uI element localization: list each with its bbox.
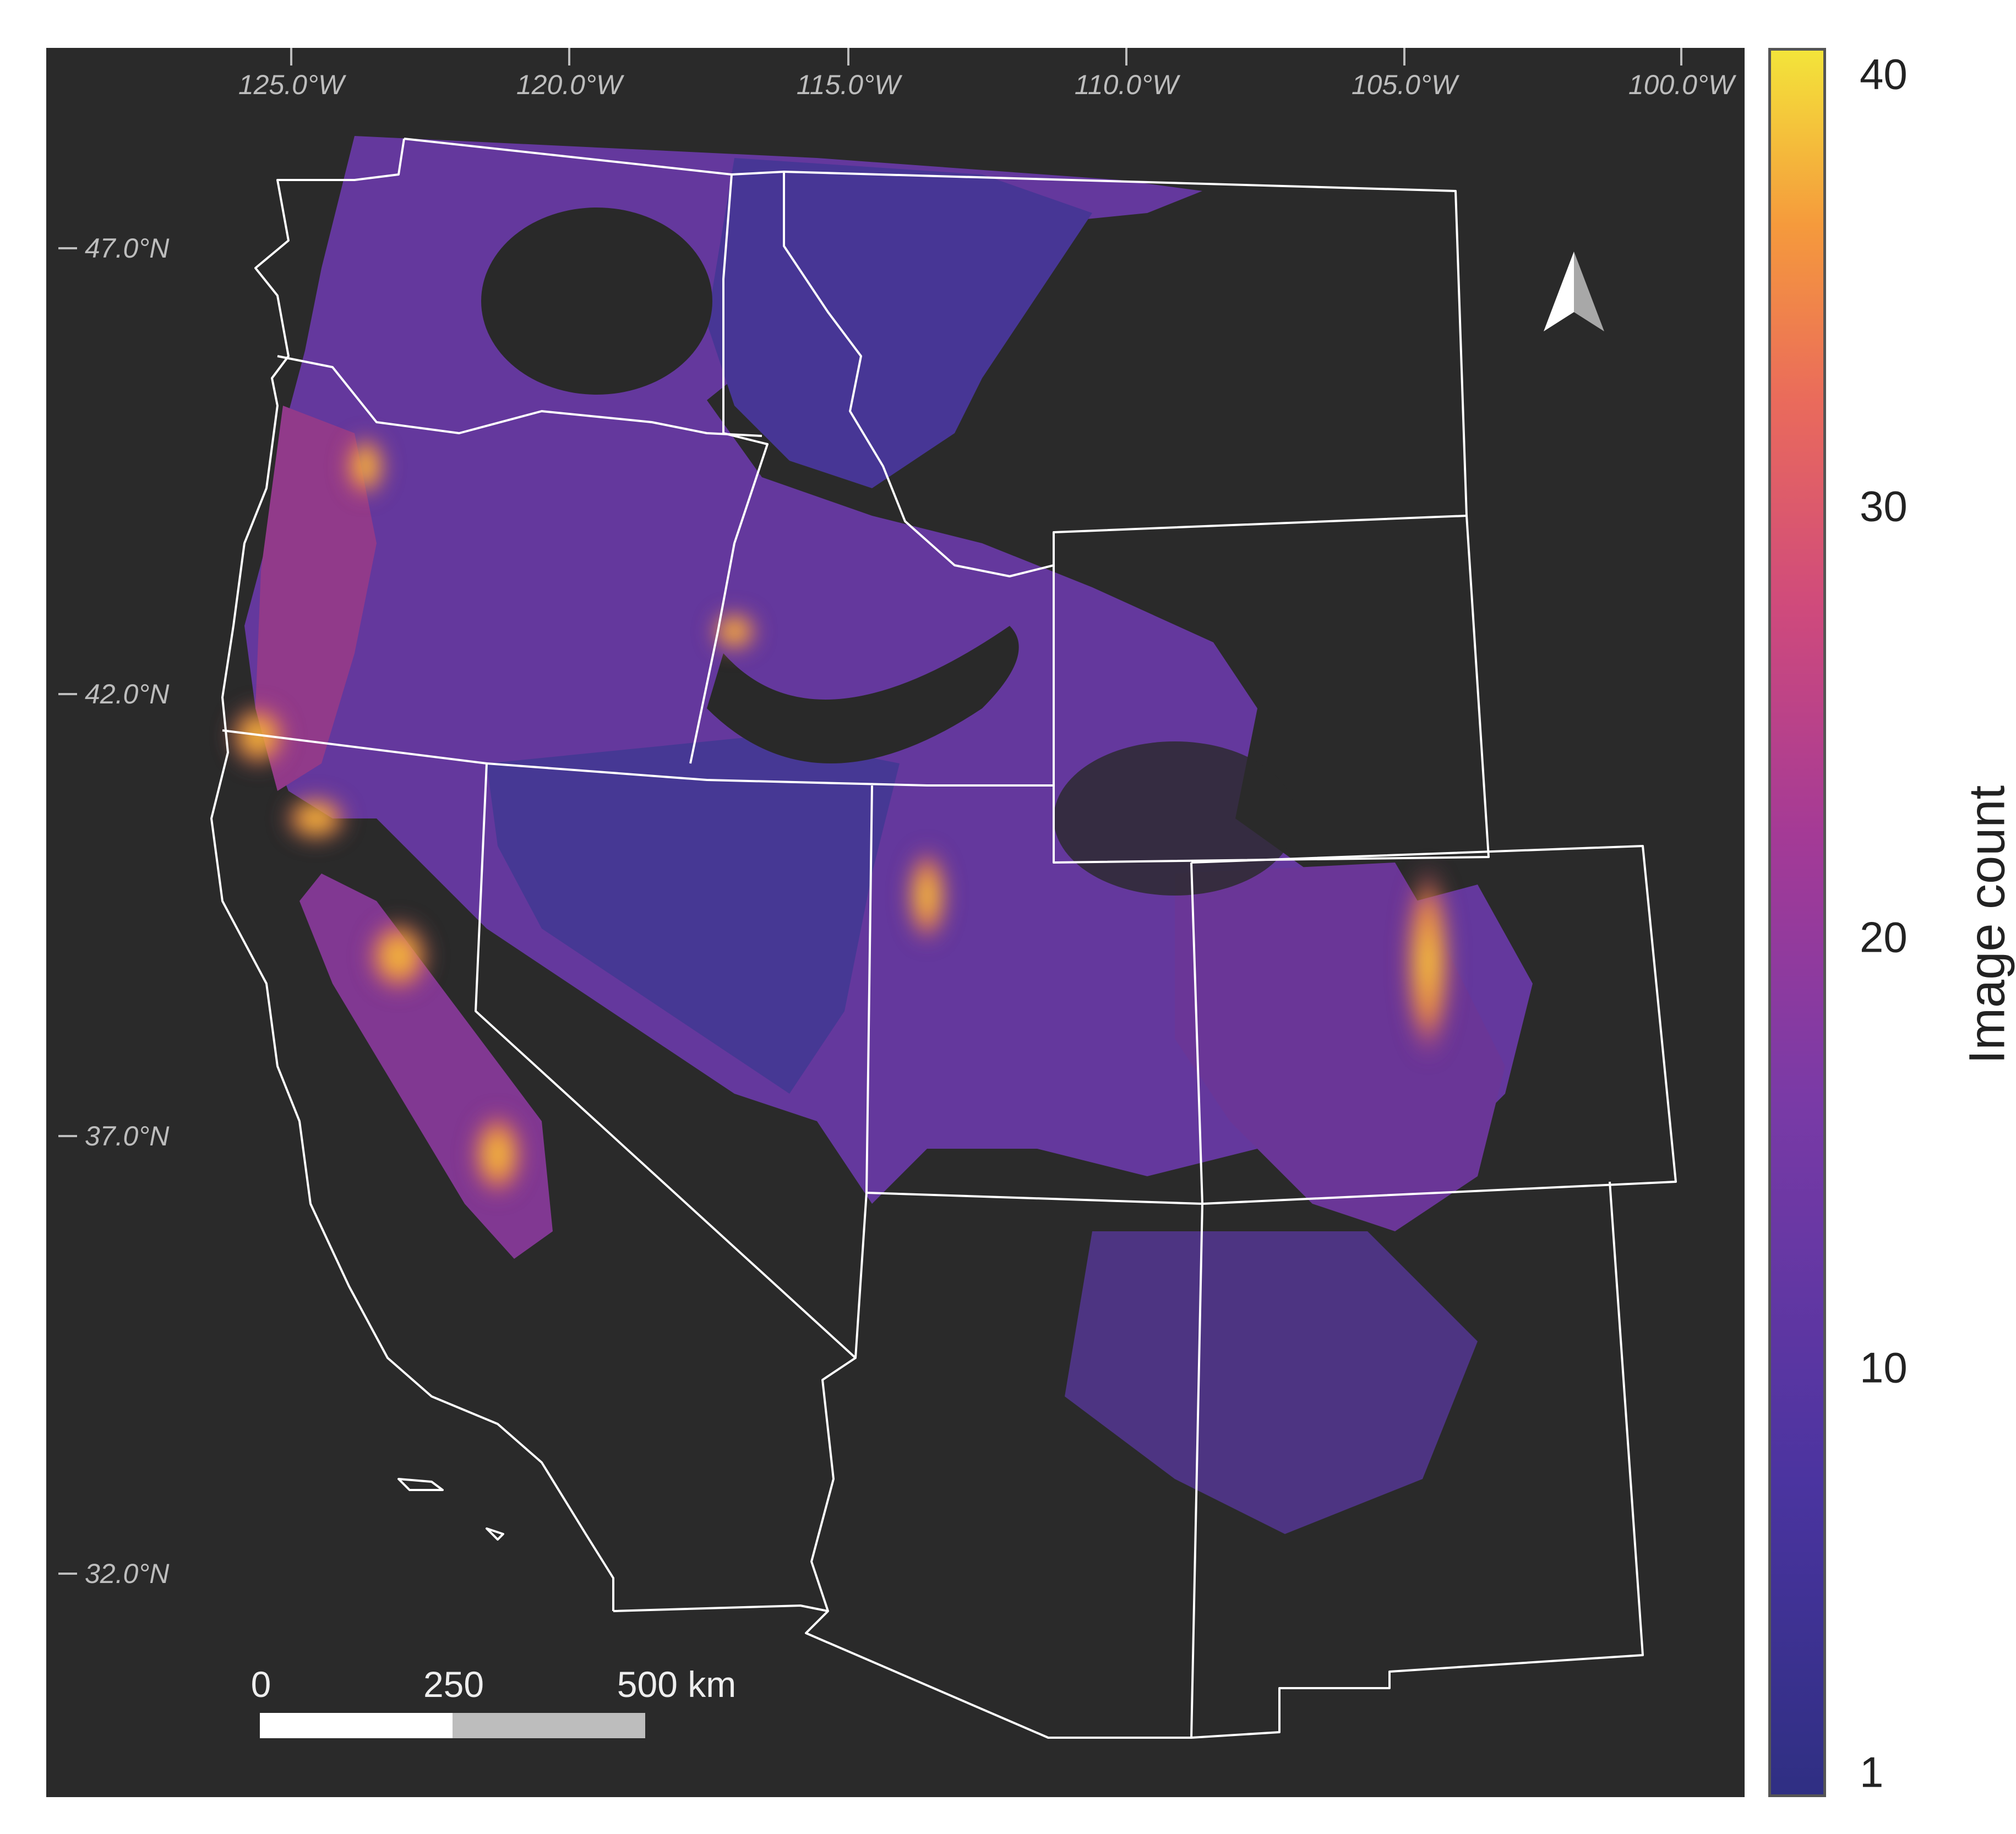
scale-bar [260, 1713, 645, 1738]
map-panel: 125.0°W 120.0°W 115.0°W 110.0°W 105.0°W … [46, 48, 1745, 1797]
new-mexico-border [1191, 1181, 1644, 1739]
nevada-border [475, 763, 868, 1359]
map-canvas [210, 136, 1677, 1739]
coverage-great-basin [487, 736, 900, 1094]
lon-tick [568, 48, 570, 66]
channel-islands [397, 1478, 444, 1491]
colorado-border [1190, 845, 1677, 1205]
colorbar [1768, 48, 1826, 1797]
colorbar-tick: 40 [1860, 50, 1908, 99]
hotspot [283, 794, 349, 843]
hotspot [1403, 863, 1453, 1061]
state-boundaries [210, 138, 1677, 1739]
scale-label: 250 [423, 1664, 484, 1705]
longitude-label: 105.0°W [1351, 69, 1458, 100]
gap-snake-river-plain [707, 626, 1019, 763]
gap-columbia-plateau [481, 208, 712, 395]
lon-tick [1680, 48, 1682, 66]
colorbar-tick: 20 [1860, 913, 1908, 962]
image-count-raster [244, 136, 1533, 1534]
coverage-oregon-cascades [255, 406, 377, 791]
lat-tick [58, 247, 77, 249]
colorbar-tick: 30 [1860, 482, 1908, 531]
lon-tick [290, 48, 292, 66]
scale-label: 500 km [617, 1664, 737, 1705]
northern-border [404, 138, 1468, 516]
latitude-label: 32.0°N [85, 1558, 170, 1589]
north-arrow-icon [1544, 252, 1604, 331]
hotspots [228, 433, 1453, 1198]
scale-label: 0 [250, 1664, 271, 1705]
latitude-42-border [222, 729, 1054, 787]
colorbar-tick: 1 [1860, 1748, 1884, 1797]
hotspot [470, 1110, 525, 1198]
lat-tick [58, 1573, 77, 1575]
gap-wyoming-basin [1054, 741, 1296, 896]
longitude-label: 120.0°W [516, 69, 623, 100]
lat-tick [58, 693, 77, 695]
lon-tick [1403, 48, 1405, 66]
wa-id-border [689, 174, 769, 764]
lon-tick [847, 48, 849, 66]
pacific-coastline [210, 138, 614, 1611]
hotspot [344, 433, 388, 499]
latitude-label: 42.0°N [85, 679, 170, 709]
wyoming-border [1053, 515, 1490, 864]
longitude-label: 110.0°W [1074, 69, 1179, 100]
scale-bar-segment [260, 1713, 453, 1738]
hotspot [710, 609, 759, 653]
coverage-new-mexico [1065, 1231, 1478, 1534]
lon-tick [1125, 48, 1127, 66]
wa-or-border [277, 355, 762, 437]
latitude-label: 37.0°N [85, 1121, 170, 1151]
lat-tick [58, 1135, 77, 1137]
channel-islands [486, 1527, 504, 1541]
ca-az-border [613, 1604, 829, 1612]
longitude-label: 125.0°W [238, 69, 345, 100]
id-mt-border [783, 172, 1054, 577]
colorbar-title: Image count [1959, 785, 2015, 1065]
scale-bar-segment [453, 1713, 645, 1738]
hotspot [905, 846, 949, 945]
colorbar-tick: 10 [1860, 1343, 1908, 1392]
latitude-label: 47.0°N [85, 233, 170, 264]
longitude-label: 100.0°W [1628, 69, 1735, 100]
longitude-label: 115.0°W [796, 69, 901, 100]
coverage-idaho-montana [707, 158, 1092, 488]
hotspot [366, 918, 432, 995]
